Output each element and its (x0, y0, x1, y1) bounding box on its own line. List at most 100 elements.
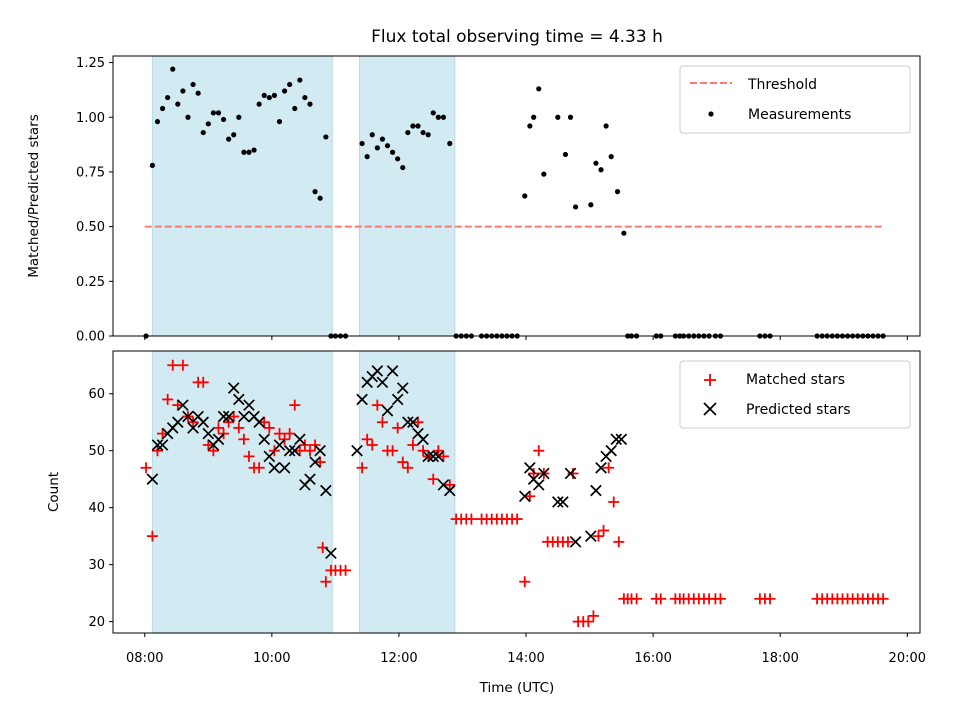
measurement-point (389, 149, 396, 155)
predicted-star-marker (371, 365, 384, 377)
matched-star-marker (187, 416, 199, 428)
predicted-star-marker (569, 536, 582, 548)
predicted-star-marker (309, 456, 321, 468)
matched-star-marker (202, 439, 214, 451)
x-tick-label: 20:00 (889, 651, 926, 666)
bottom-panel: 20 30 40 50 60 08:00 10:00 12:00 14:00 16:00 18:0… (46, 350, 926, 666)
predicted-star-marker (386, 365, 399, 377)
predicted-star-marker (197, 416, 210, 429)
legend-measurements-label: Measurements (748, 107, 851, 123)
predicted-star-marker (518, 490, 531, 503)
legend-predicted-label: Predicted stars (746, 402, 851, 418)
predicted-star-marker (532, 479, 545, 491)
matched-star-marker (172, 399, 184, 411)
predicted-star-marker (402, 416, 414, 429)
matched-star-marker (218, 428, 230, 440)
measurement-point (190, 81, 196, 88)
matched-star-marker (207, 445, 219, 457)
matched-star-marker (263, 422, 275, 434)
predicted-star-marker (320, 484, 332, 497)
measurement-point (256, 101, 262, 107)
matched-star-marker (582, 616, 594, 628)
predicted-star-marker (233, 393, 245, 406)
matched-star-marker (655, 593, 667, 605)
matched-star-marker (567, 467, 579, 479)
top-x-ticks (144, 336, 908, 340)
y-tick-label: 1.25 (76, 56, 105, 71)
matched-star-marker (613, 536, 625, 548)
matched-star-marker (587, 610, 599, 622)
matched-star-marker (309, 439, 321, 451)
predicted-star-marker (258, 433, 271, 446)
measurement-point (440, 114, 447, 120)
predicted-star-marker (325, 547, 337, 560)
legend-predicted-swatch (703, 402, 717, 416)
predicted-star-marker (182, 410, 194, 423)
matched-star-marker (284, 428, 296, 440)
predicted-star-marker (314, 444, 326, 457)
predicted-star-marker (217, 410, 230, 423)
matched-star-marker (366, 439, 378, 451)
measurement-point (379, 136, 386, 142)
predicted-star-marker (590, 484, 602, 497)
matched-star-marker (511, 513, 523, 525)
measurement-point (251, 147, 257, 153)
measurement-point (271, 92, 277, 98)
matched-star-marker (223, 416, 235, 428)
measurement-point (261, 92, 267, 98)
y-tick-label: 0.75 (76, 165, 105, 180)
x-axis-label: Time (UTC) (479, 680, 555, 696)
x-tick-label: 18:00 (761, 651, 798, 666)
y-tick-label: 60 (88, 387, 105, 402)
matched-star-marker (631, 593, 643, 605)
y-tick-label: 0.50 (76, 220, 105, 235)
legend-matched-label: Matched stars (746, 372, 845, 388)
measurement-point (180, 88, 186, 94)
measurement-point (522, 193, 528, 199)
matched-star-marker (562, 536, 574, 548)
matched-star-marker (714, 593, 726, 605)
matched-star-marker (238, 433, 250, 445)
matched-star-marker (268, 445, 280, 457)
matched-star-marker (427, 473, 439, 485)
measurement-point (312, 189, 318, 195)
matched-star-marker (592, 530, 604, 542)
x-tick-label: 14:00 (507, 651, 544, 666)
measurement-point (562, 151, 569, 158)
measurement-point (405, 129, 411, 136)
matched-star-marker (533, 445, 545, 457)
matched-star-marker (465, 513, 477, 525)
predicted-star-marker (432, 450, 445, 463)
predicted-star-marker (422, 450, 434, 463)
measurement-point (603, 123, 609, 129)
measurement-point (210, 110, 216, 116)
predicted-star-marker (187, 422, 199, 434)
predicted-star-marker (238, 410, 250, 423)
predicted-star-marker (407, 416, 419, 429)
measurement-point (541, 171, 547, 177)
x-tick-label: 08:00 (126, 651, 163, 666)
predicted-star-marker (283, 444, 296, 457)
matched-star-marker (253, 462, 265, 474)
measurement-point (435, 114, 441, 120)
matched-star-marker (228, 411, 240, 423)
y-tick-label: 20 (88, 615, 105, 630)
predicted-star-marker (253, 416, 265, 429)
top-y-ticks: 0.00 0.25 0.50 0.75 1.00 1.25 (76, 56, 113, 345)
matched-star-marker (243, 450, 255, 462)
measurement-point (593, 160, 599, 166)
measurement-point (527, 123, 533, 129)
matched-star-marker (314, 456, 326, 468)
measurement-point (410, 123, 416, 129)
bottom-y-ticks: 20 30 40 50 60 (88, 387, 113, 630)
measurement-point (323, 134, 329, 140)
top-legend-box (679, 65, 911, 134)
predicted-star-marker (202, 427, 215, 440)
predicted-star-marker (605, 444, 617, 457)
measurement-point (614, 189, 621, 195)
y-tick-label: 0.25 (76, 275, 105, 290)
bottom-legend-box (679, 360, 911, 429)
measurement-point (241, 149, 247, 155)
matched-star-marker (444, 479, 456, 491)
matched-star-marker (371, 399, 383, 411)
